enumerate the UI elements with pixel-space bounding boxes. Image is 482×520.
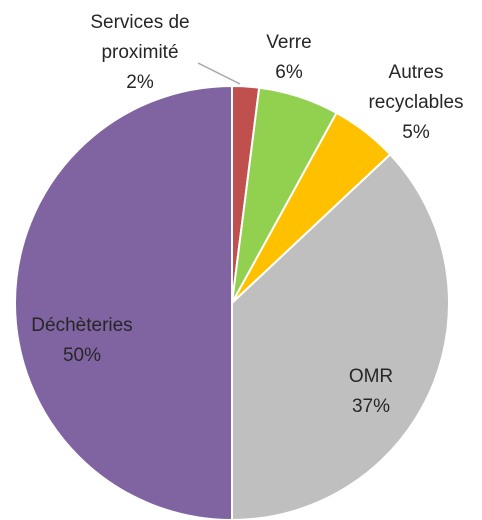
value-label: 37% — [351, 396, 391, 417]
category-name: OMR — [348, 366, 394, 387]
slice-label: Services de proximité 2% — [70, 8, 210, 98]
pie-slice — [231, 153, 450, 520]
value-label: 5% — [402, 122, 430, 143]
value-label: 2% — [126, 72, 154, 93]
category-name: Verre — [266, 32, 312, 53]
leader-line — [197, 62, 241, 85]
category-name: Services de proximité — [90, 12, 190, 63]
slice-label: Verre 6% — [249, 28, 329, 88]
pie-slice — [14, 84, 233, 520]
category-name: Déchèteries — [31, 315, 133, 336]
value-label: 50% — [62, 345, 102, 366]
slice-label: OMR 37% — [331, 362, 411, 422]
value-label: 6% — [275, 62, 303, 83]
slice-label: Autres recyclables 5% — [359, 58, 474, 148]
category-name: Autres recyclables — [368, 62, 464, 113]
slice-label: Déchèteries 50% — [12, 311, 152, 371]
